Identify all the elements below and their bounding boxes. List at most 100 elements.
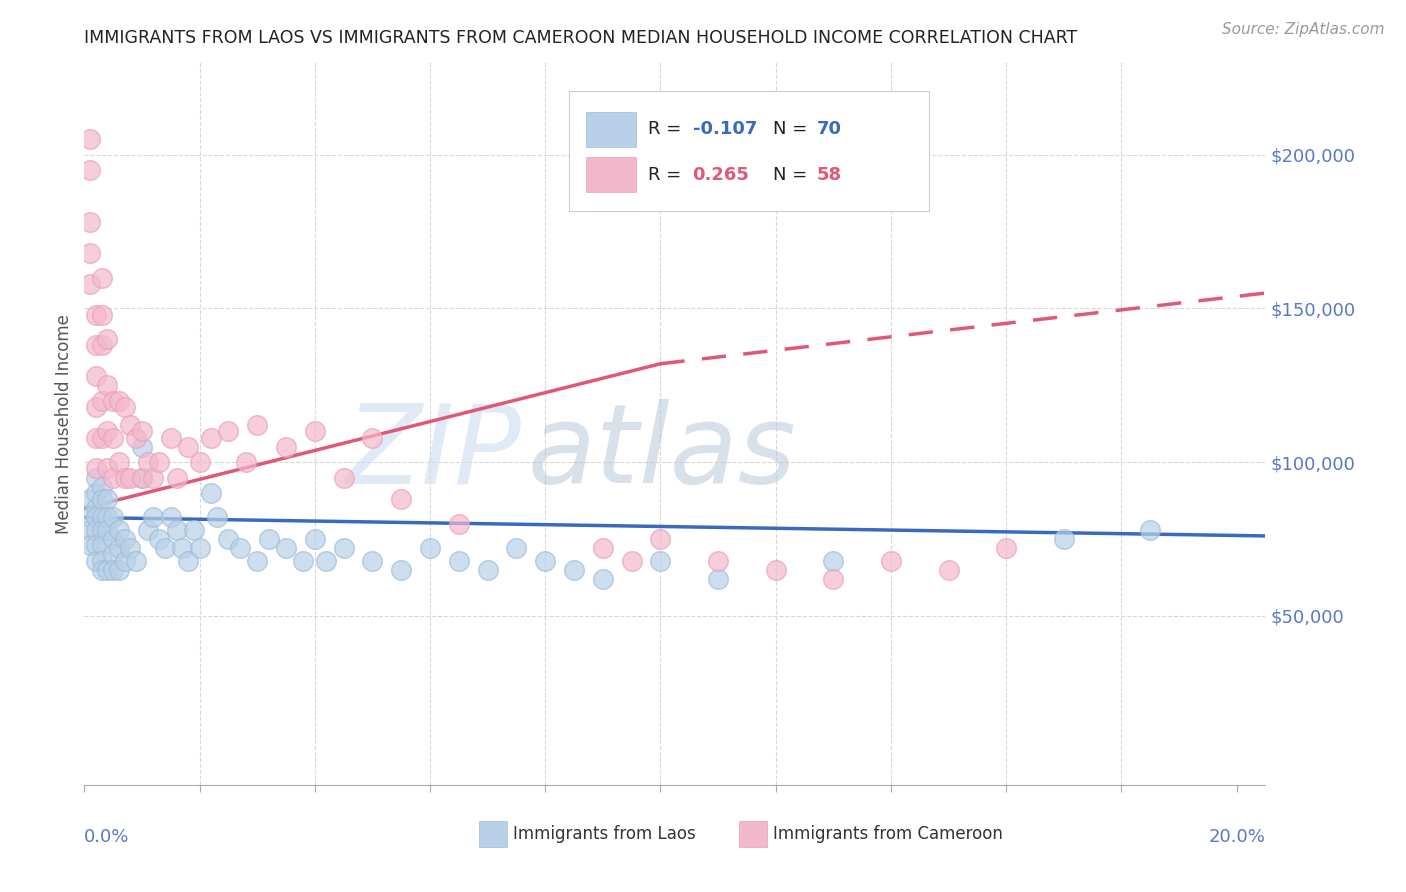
Point [131, 425, 153, 439]
Point [101, 431, 124, 445]
Point [79, 277, 101, 291]
Point [114, 532, 136, 546]
Point [90, 480, 112, 494]
Point [477, 563, 499, 577]
Text: -0.107: -0.107 [693, 120, 756, 138]
Point [361, 553, 384, 567]
Point [96, 523, 118, 537]
Point [120, 541, 142, 556]
Point [84, 369, 107, 384]
Point [304, 532, 326, 546]
Point [96, 332, 118, 346]
Point [84, 461, 107, 475]
Point [101, 563, 124, 577]
Text: 70: 70 [817, 120, 842, 138]
Point [84, 553, 107, 567]
Point [90, 491, 112, 506]
Point [90, 393, 112, 408]
Point [166, 470, 188, 484]
Point [96, 425, 118, 439]
Point [79, 246, 101, 260]
Point [707, 572, 730, 586]
Point [114, 400, 136, 414]
Point [177, 553, 200, 567]
Point [332, 541, 354, 556]
Point [79, 215, 101, 229]
Point [159, 510, 181, 524]
Point [217, 532, 239, 546]
Point [707, 553, 730, 567]
Point [361, 431, 384, 445]
Point [131, 470, 153, 484]
Point [995, 541, 1018, 556]
Point [131, 440, 153, 454]
Point [136, 455, 159, 469]
Point [79, 538, 101, 552]
Point [108, 455, 131, 469]
Point [120, 470, 142, 484]
Point [200, 431, 222, 445]
Point [90, 510, 112, 524]
Point [125, 431, 148, 445]
Point [108, 541, 131, 556]
Point [246, 553, 269, 567]
Text: 20.0%: 20.0% [1209, 829, 1265, 847]
Point [101, 547, 124, 561]
Point [90, 553, 112, 567]
Point [880, 553, 903, 567]
Point [505, 541, 527, 556]
Point [823, 553, 845, 567]
Point [90, 563, 112, 577]
Point [84, 486, 107, 500]
Point [166, 523, 188, 537]
Point [274, 440, 297, 454]
Point [142, 510, 165, 524]
Point [419, 541, 441, 556]
Point [84, 470, 107, 484]
Point [101, 532, 124, 546]
Text: N =: N = [773, 120, 813, 138]
FancyBboxPatch shape [738, 821, 768, 847]
Point [90, 338, 112, 352]
Point [96, 461, 118, 475]
Point [235, 455, 257, 469]
Point [650, 553, 672, 567]
Point [172, 541, 194, 556]
Text: N =: N = [773, 166, 813, 184]
Point [177, 440, 200, 454]
Point [114, 470, 136, 484]
Point [274, 541, 297, 556]
Point [188, 541, 211, 556]
Point [1053, 532, 1076, 546]
Point [447, 516, 470, 531]
Point [90, 308, 112, 322]
Point [108, 523, 131, 537]
Point [108, 393, 131, 408]
Point [142, 470, 165, 484]
Point [257, 532, 280, 546]
Point [389, 563, 412, 577]
Point [332, 470, 354, 484]
Point [148, 532, 170, 546]
Text: R =: R = [648, 120, 686, 138]
Point [620, 553, 643, 567]
Y-axis label: Median Household Income: Median Household Income [55, 314, 73, 533]
Point [84, 431, 107, 445]
Point [938, 563, 960, 577]
Point [84, 501, 107, 516]
Point [96, 491, 118, 506]
Point [159, 431, 181, 445]
Text: Immigrants from Laos: Immigrants from Laos [513, 825, 696, 843]
Point [120, 418, 142, 433]
Point [84, 510, 107, 524]
Text: IMMIGRANTS FROM LAOS VS IMMIGRANTS FROM CAMEROON MEDIAN HOUSEHOLD INCOME CORRELA: IMMIGRANTS FROM LAOS VS IMMIGRANTS FROM … [84, 29, 1077, 47]
Text: 0.265: 0.265 [693, 166, 749, 184]
Point [96, 563, 118, 577]
FancyBboxPatch shape [586, 157, 636, 193]
Text: R =: R = [648, 166, 686, 184]
Point [101, 510, 124, 524]
Point [1139, 523, 1161, 537]
Point [79, 523, 101, 537]
Point [823, 572, 845, 586]
Point [562, 563, 585, 577]
